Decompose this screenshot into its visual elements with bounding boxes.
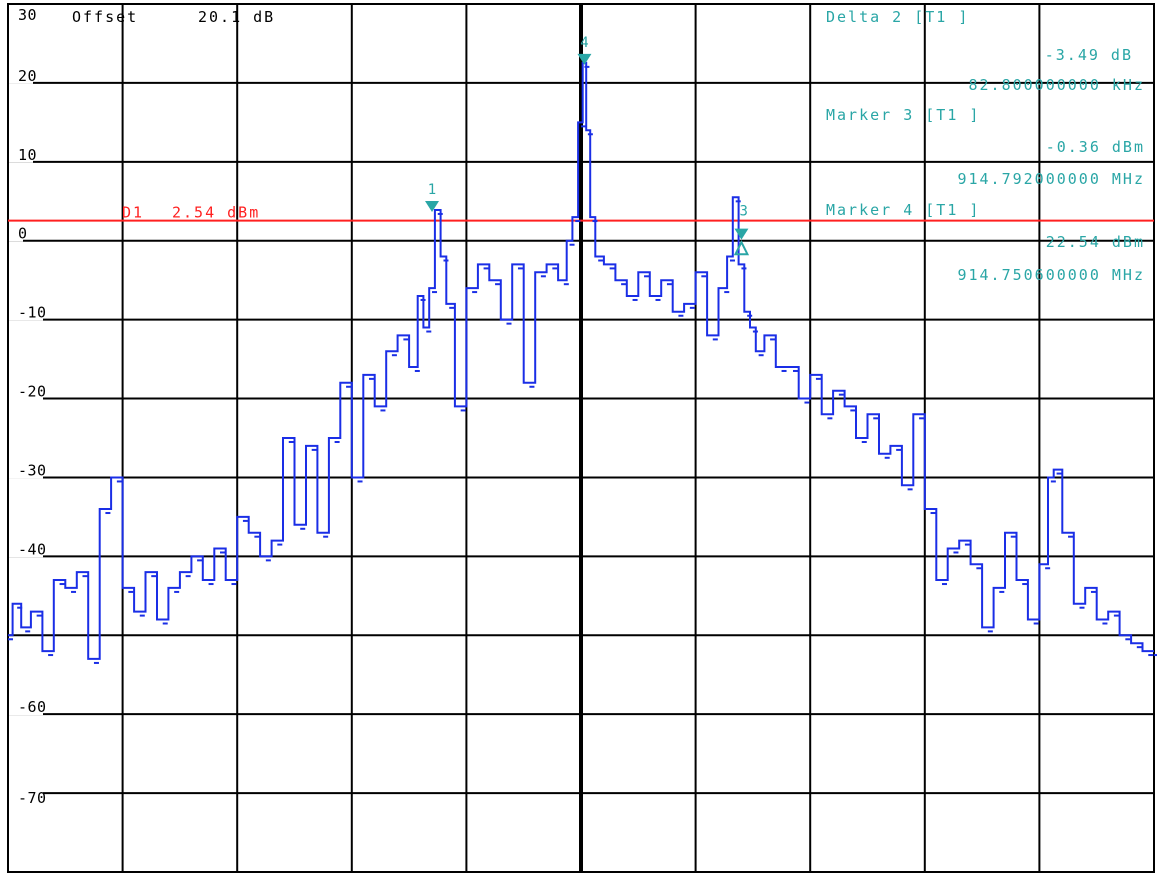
offset-value: 20.1 dB	[198, 8, 275, 26]
tick-label-background	[9, 304, 43, 321]
y-tick-label: -40	[18, 540, 47, 558]
y-tick-label: 0	[18, 225, 28, 243]
marker-2-symbol	[733, 239, 750, 256]
y-tick-label: 30	[18, 6, 37, 24]
reference-line-group: D1 2.54 dBm	[8, 204, 1154, 222]
delta2-value: -3.49 dB	[1045, 46, 1133, 64]
delta2-freq: 82.800000000 kHz	[969, 76, 1146, 94]
tick-label-background	[9, 146, 33, 163]
plot-grid	[7, 3, 1155, 873]
marker3-freq: 914.792000000 MHz	[957, 170, 1145, 188]
marker3-value: -0.36 dBm	[1046, 138, 1145, 156]
marker-symbols: 1 4 3	[425, 35, 750, 256]
reference-line-label: D1	[122, 204, 144, 222]
marker-3-label: 3	[739, 204, 747, 220]
y-tick-label: -70	[18, 789, 47, 807]
tick-label-background	[9, 67, 33, 84]
tick-label-background	[9, 790, 43, 807]
marker-1-label: 1	[428, 182, 436, 198]
marker3-title: Marker 3 [T1 ]	[826, 106, 980, 124]
tick-label-background	[9, 699, 43, 716]
marker4-freq: 914.750600000 MHz	[957, 266, 1145, 284]
marker-3-symbol	[734, 228, 749, 240]
y-tick-label: -60	[18, 698, 47, 716]
tick-label-background	[9, 383, 43, 400]
tick-label-background	[9, 462, 43, 479]
marker-4-symbol	[577, 53, 592, 65]
delta2-title: Delta 2 [T1 ]	[826, 8, 969, 26]
offset-label: Offset	[72, 8, 138, 26]
y-tick-label: -10	[18, 304, 47, 322]
y-tick-label: -20	[18, 383, 47, 401]
y-axis-tick-labels: 30 20 10 0 -10 -20 -30 -40 -60 -70	[9, 6, 47, 807]
marker-info-panel: Delta 2 [T1 ] -3.49 dB 82.800000000 kHz …	[826, 8, 1146, 284]
tick-label-background	[9, 225, 23, 242]
spectrum-trace	[8, 61, 1154, 660]
marker-1-symbol	[425, 200, 440, 212]
trace-group	[8, 61, 1157, 664]
y-tick-label: 20	[18, 67, 37, 85]
tick-label-background	[9, 541, 43, 558]
y-tick-label: -30	[18, 461, 47, 479]
marker-4-label: 4	[580, 35, 588, 51]
y-tick-label: 10	[18, 146, 37, 164]
marker4-value: 22.54 dBm	[1046, 233, 1145, 251]
tick-label-background	[9, 7, 33, 23]
reference-line-value: 2.54 dBm	[172, 204, 260, 222]
marker4-title: Marker 4 [T1 ]	[826, 201, 980, 219]
